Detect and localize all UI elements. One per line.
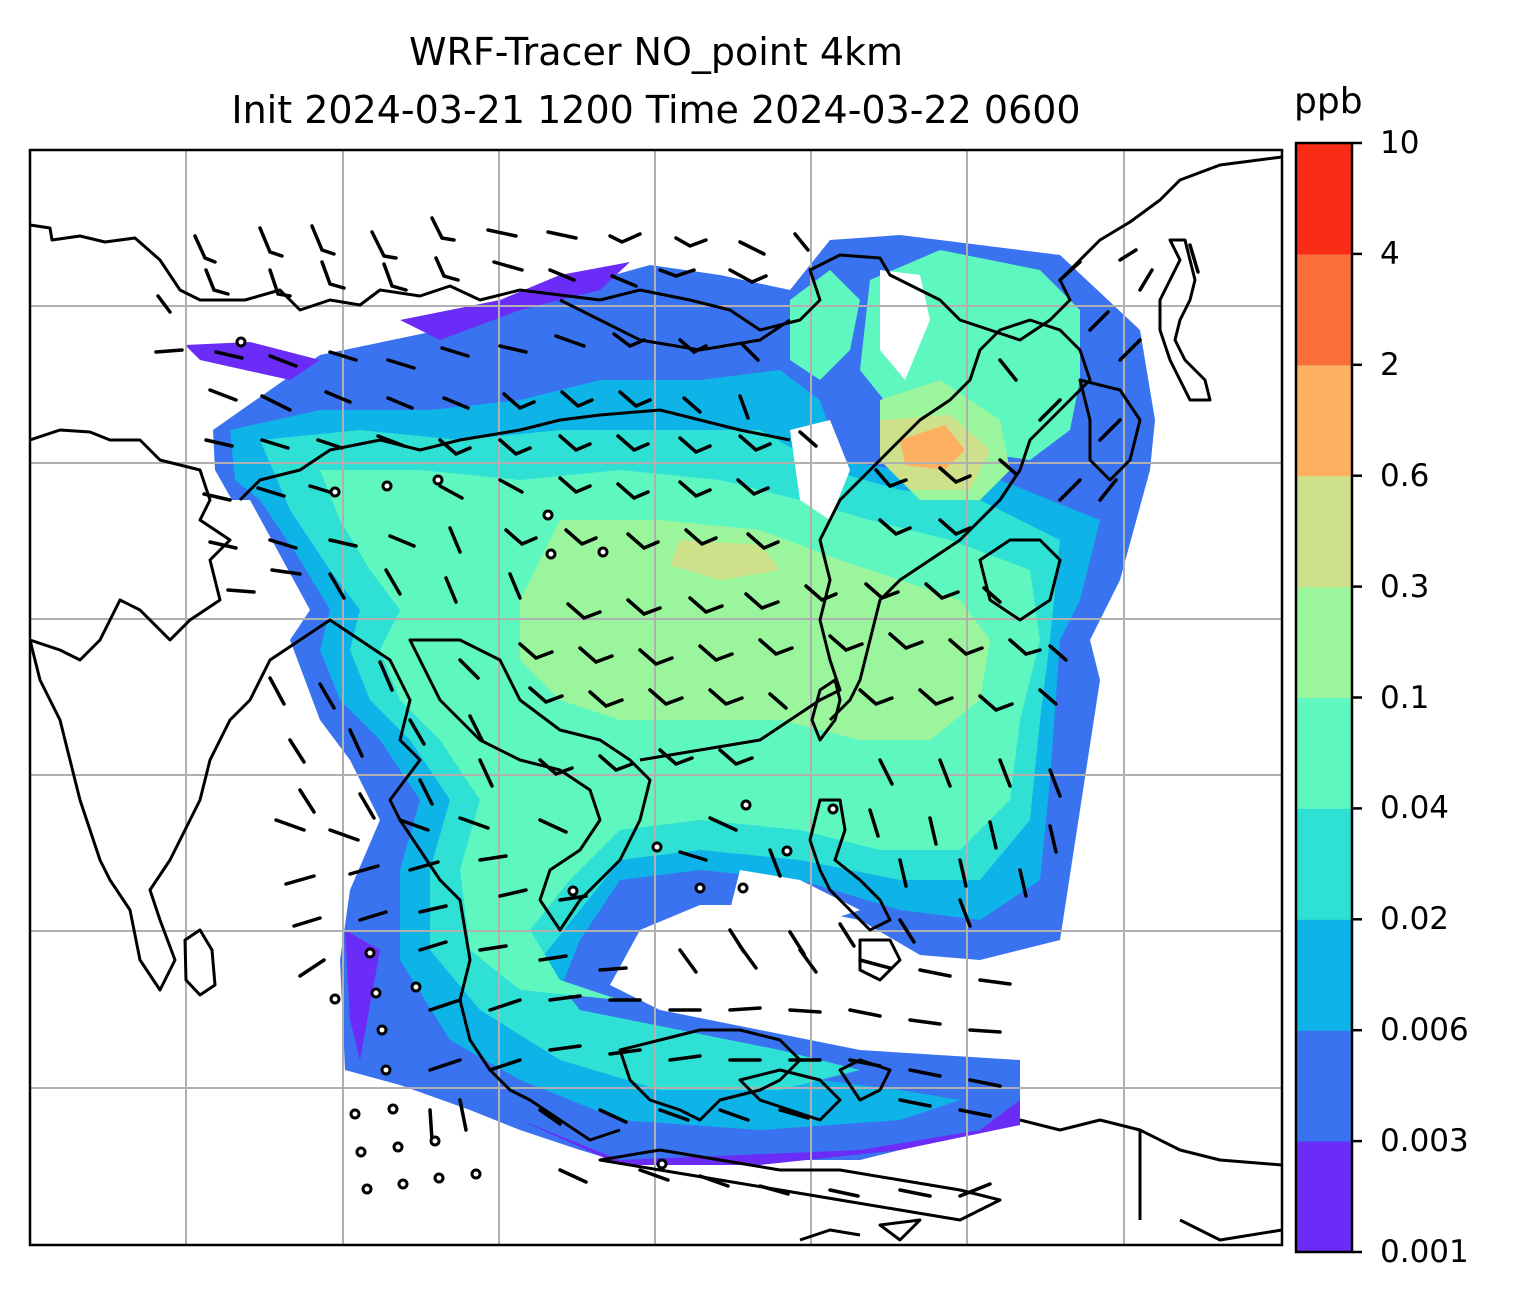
field-peak-orange: [900, 425, 965, 470]
colorbar-tick-label: 0.6: [1380, 457, 1430, 494]
colorbar-tick-label: 0.006: [1380, 1012, 1469, 1049]
colorbar-tick-label: 4: [1380, 235, 1400, 272]
colorbar-tick-label: 0.001: [1380, 1234, 1469, 1270]
concentration-field: [185, 235, 1155, 1165]
wind-barbs: [154, 216, 1200, 1198]
map-title-line-1: WRF-Tracer NO_point 4km: [408, 30, 904, 74]
gridlines: [30, 150, 1282, 1245]
calm-wind-markers: [235, 336, 839, 1195]
colorbar-tick-label: 10: [1380, 125, 1420, 161]
colorbar-tick-label: 2: [1380, 346, 1400, 383]
colorbar-segment: [1296, 1141, 1352, 1253]
field-gap-white: [730, 270, 930, 930]
colorbar-segment: [1296, 919, 1352, 1031]
colorbar-segment: [1296, 364, 1352, 477]
colorbar-segment: [1296, 586, 1352, 698]
colorbar-segment: [1296, 475, 1352, 588]
colorbar-segment: [1296, 253, 1352, 366]
colorbar-segment: [1296, 808, 1352, 920]
colorbar-tick-label: 0.1: [1380, 679, 1430, 716]
colorbar-unit-label: ppb: [1294, 81, 1363, 122]
colorbar: [1294, 141, 1362, 1254]
map-title-line-2: Init 2024-03-21 1200 Time 2024-03-22 060…: [231, 88, 1081, 132]
colorbar-segment: [1296, 143, 1352, 255]
colorbar-tick-label: 0.3: [1380, 568, 1430, 605]
coastlines: [30, 155, 1282, 1242]
colorbar-tick-label: 0.04: [1380, 790, 1450, 827]
colorbar-segment: [1296, 697, 1352, 809]
field-edge-purple: [185, 262, 1020, 1165]
colorbar-tick-label: 0.003: [1380, 1123, 1469, 1160]
colorbar-tick-label: 0.02: [1380, 901, 1450, 938]
map-plot-area: [30, 150, 1282, 1245]
map-frame: [28, 148, 1284, 1247]
colorbar-segment: [1296, 1030, 1352, 1142]
